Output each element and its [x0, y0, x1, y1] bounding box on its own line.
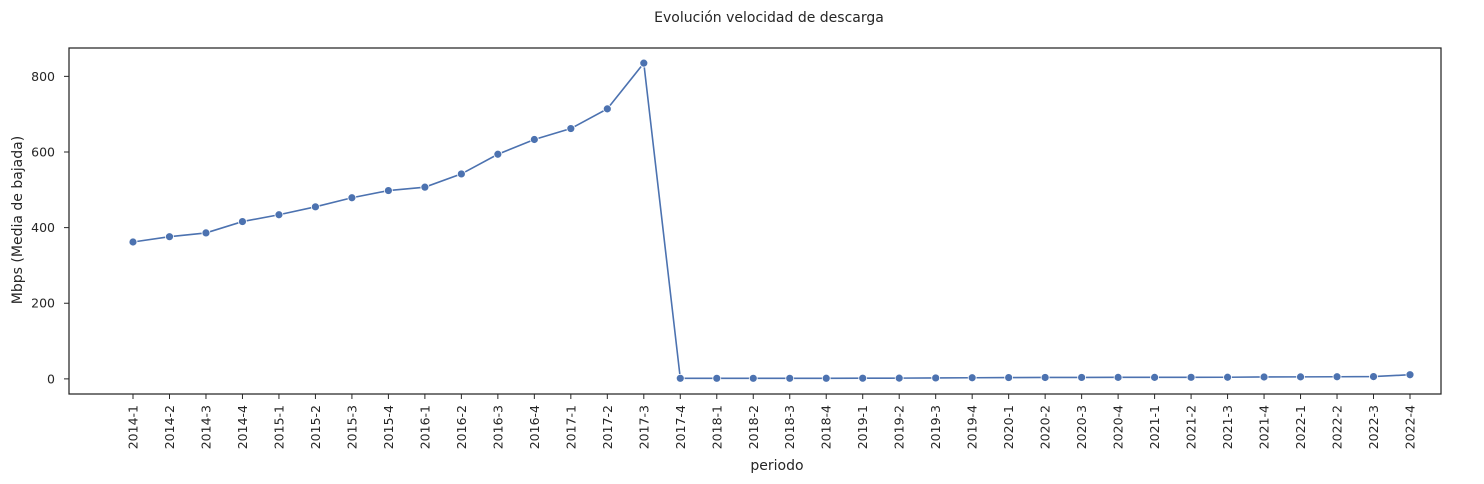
x-tick-label: 2017-2 — [600, 405, 615, 449]
y-tick-label: 200 — [31, 296, 55, 311]
x-tick-label: 2018-2 — [746, 405, 761, 449]
data-point — [1186, 372, 1196, 382]
x-tick-label: 2021-3 — [1220, 405, 1235, 449]
plot-frame — [68, 47, 1442, 395]
x-tick-label: 2019-4 — [965, 405, 980, 449]
data-point — [1332, 372, 1342, 382]
x-tick-label: 2018-4 — [819, 405, 834, 449]
x-tick-label: 2015-1 — [271, 405, 286, 449]
x-tick-label: 2018-1 — [709, 405, 724, 449]
x-tick-label: 2014-3 — [198, 405, 213, 449]
data-point — [1077, 373, 1087, 382]
x-tick-label: 2020-3 — [1074, 405, 1089, 449]
y-axis: 0 200 400 600 800 — [31, 69, 69, 386]
x-tick-label: 2022-3 — [1366, 405, 1381, 449]
data-point — [1223, 372, 1232, 382]
x-tick-label: 2016-2 — [454, 405, 469, 449]
x-tick-label: 2020-2 — [1038, 405, 1053, 449]
data-point — [383, 186, 393, 195]
x-tick-label: 2017-4 — [673, 405, 688, 449]
data-point — [858, 373, 868, 383]
data-point — [529, 135, 539, 144]
x-tick-label: 2015-4 — [381, 405, 396, 449]
data-point — [602, 104, 612, 114]
data-point — [201, 228, 211, 238]
x-tick-label: 2022-2 — [1330, 405, 1345, 449]
data-point — [1113, 372, 1123, 382]
data-point — [821, 373, 831, 383]
x-tick-label: 2016-4 — [527, 405, 542, 449]
x-tick-label: 2016-3 — [490, 405, 505, 449]
y-tick-label: 600 — [31, 144, 55, 159]
x-axis-label: periodo — [750, 458, 803, 474]
data-point — [1369, 372, 1378, 382]
data-point — [785, 373, 795, 383]
x-tick-label: 2019-1 — [855, 405, 870, 449]
data-point — [675, 373, 685, 383]
x-tick-label: 2016-1 — [417, 405, 432, 449]
data-point — [1040, 373, 1050, 382]
y-tick-label: 0 — [47, 371, 55, 386]
data-point — [311, 202, 320, 212]
data-point — [1405, 370, 1415, 380]
x-tick-label: 2021-1 — [1147, 405, 1162, 449]
data-point — [1259, 372, 1269, 382]
data-point — [748, 373, 758, 383]
data-point — [238, 217, 247, 226]
data-point — [165, 232, 174, 242]
y-tick-label: 400 — [31, 220, 55, 235]
y-axis-label: Mbps (Media de bajada) — [10, 136, 26, 304]
x-tick-label: 2019-2 — [892, 405, 907, 449]
data-point — [274, 210, 284, 220]
x-tick-label: 2020-1 — [1001, 405, 1016, 449]
x-tick-label: 2022-1 — [1293, 405, 1308, 449]
data-point — [1296, 372, 1305, 382]
x-tick-label: 2022-4 — [1403, 405, 1418, 449]
x-tick-label: 2014-1 — [126, 405, 141, 449]
chart-title: Evolución velocidad de descarga — [654, 10, 884, 26]
x-tick-label: 2014-4 — [235, 405, 250, 449]
data-point — [1150, 372, 1159, 382]
data-point — [639, 58, 649, 68]
x-tick-label: 2017-3 — [636, 405, 651, 449]
x-tick-label: 2015-2 — [308, 405, 323, 449]
data-point — [712, 373, 722, 383]
data-point — [931, 373, 941, 383]
series-line — [132, 61, 1411, 380]
data-point — [456, 169, 466, 179]
data-point — [894, 373, 904, 383]
series-markers — [128, 58, 1415, 383]
data-point — [967, 373, 977, 383]
data-point — [347, 193, 357, 203]
x-tick-label: 2020-4 — [1111, 405, 1126, 449]
x-tick-label: 2021-4 — [1257, 405, 1272, 449]
data-point — [128, 237, 138, 247]
y-tick-label: 800 — [31, 69, 55, 84]
x-tick-label: 2018-3 — [782, 405, 797, 449]
data-point — [420, 182, 430, 192]
x-tick-label: 2021-2 — [1184, 405, 1199, 449]
x-tick-label: 2017-1 — [563, 405, 578, 449]
data-point — [566, 124, 576, 133]
data-point — [1004, 373, 1014, 382]
x-axis: 2014-1 2014-2 2014-3 2014-4 2015-1 2015-2 2015… — [126, 394, 1418, 449]
data-point — [493, 149, 503, 159]
x-tick-label: 2015-3 — [344, 405, 359, 449]
x-tick-label: 2014-2 — [162, 405, 177, 449]
x-tick-label: 2019-3 — [928, 405, 943, 449]
